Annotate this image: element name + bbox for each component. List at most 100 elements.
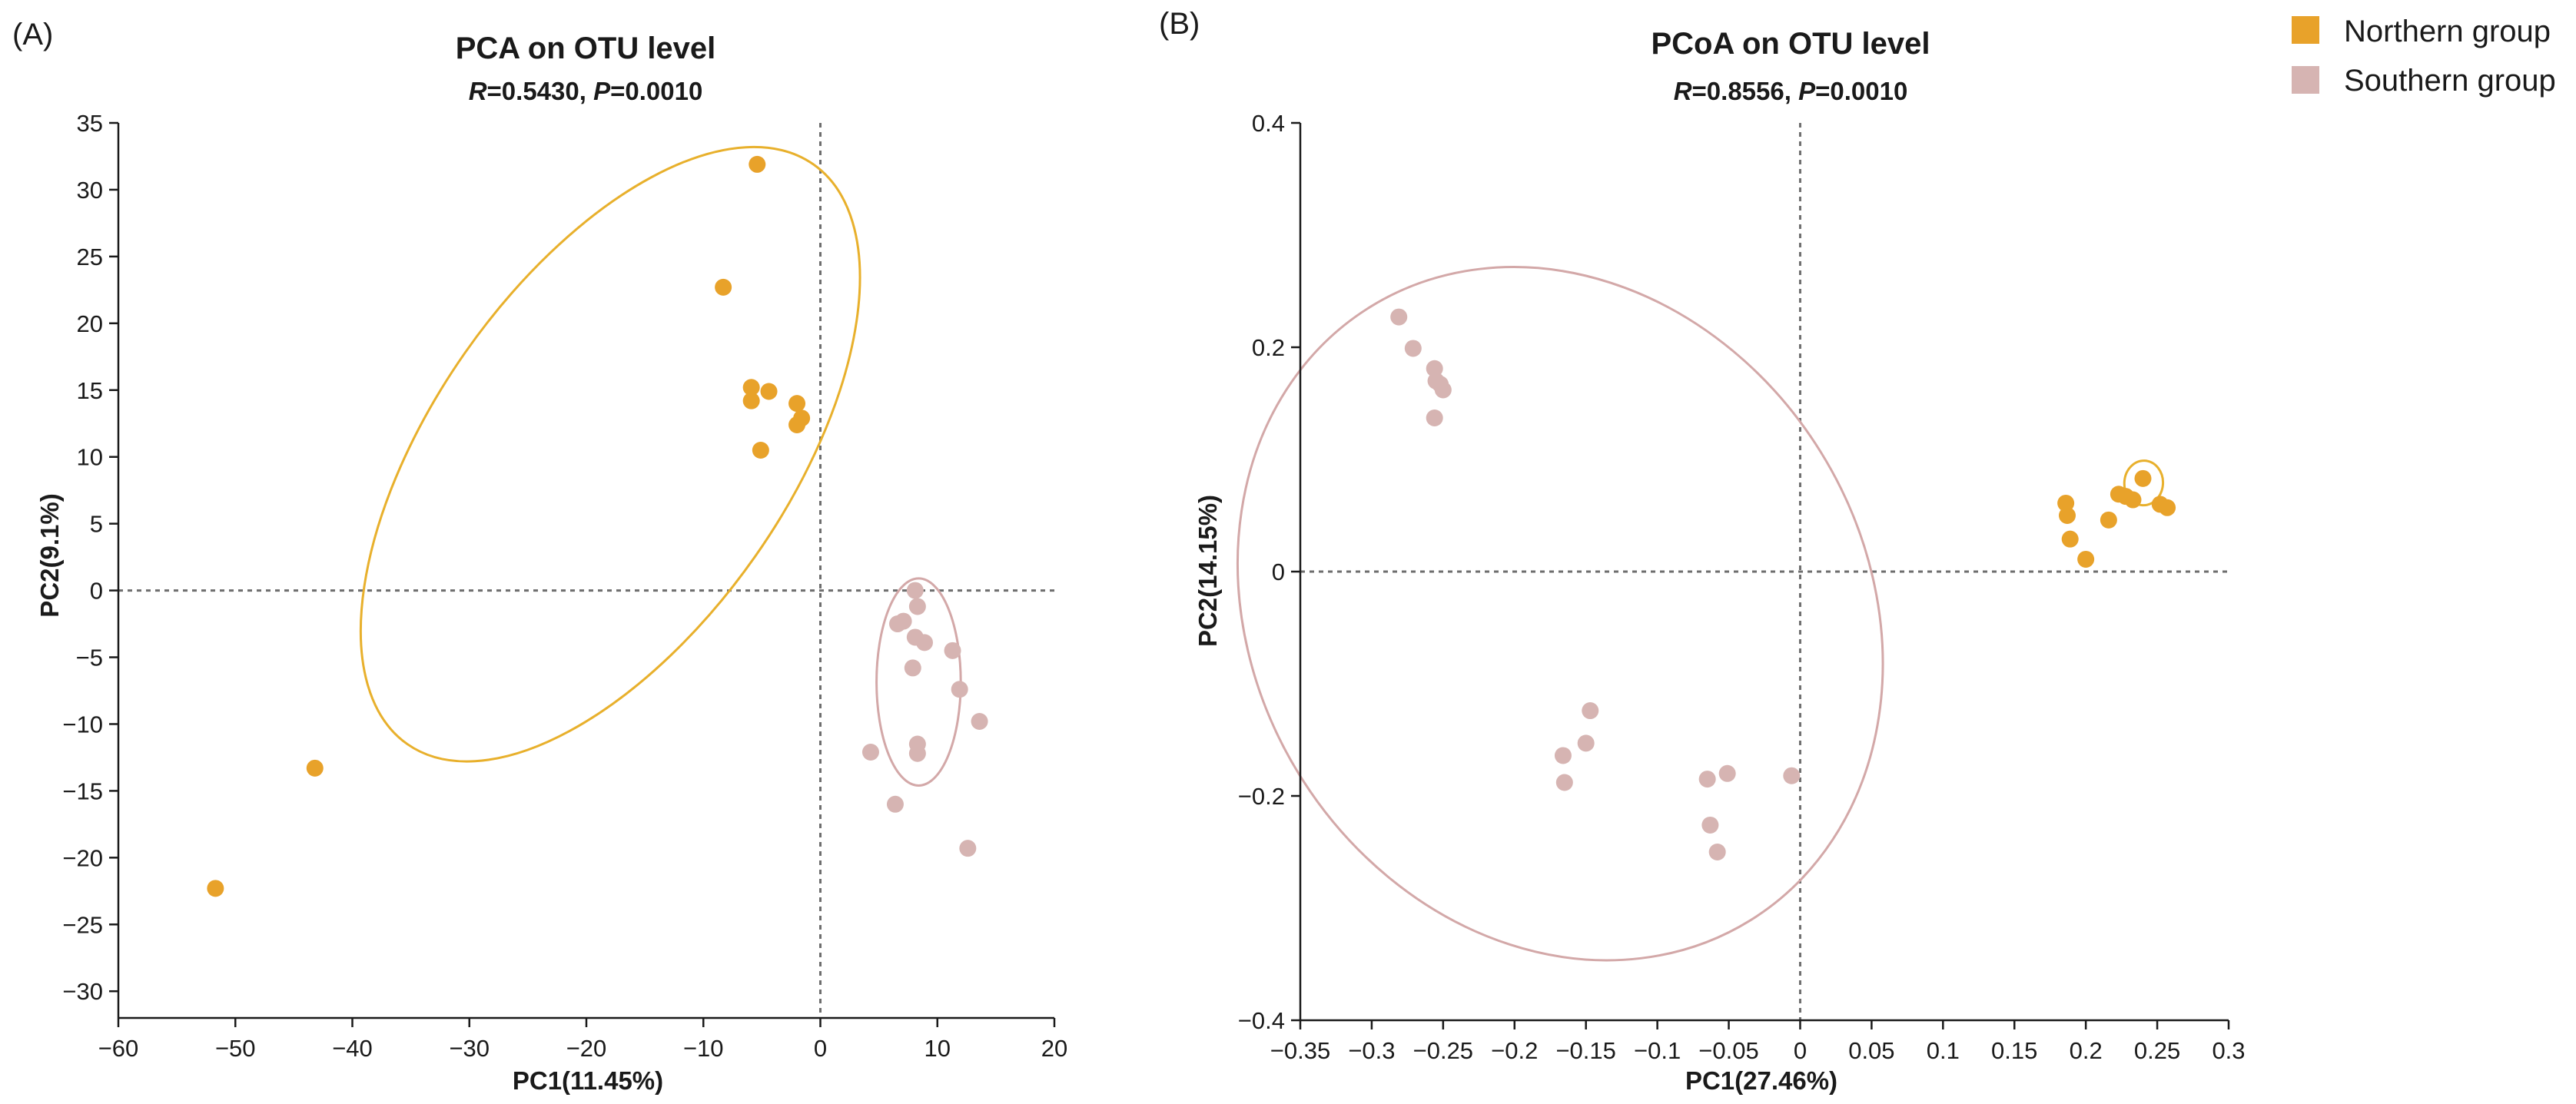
panel-b-pcoa: (B) PCoA on OTU level R=0.8556, P=0.0010… (1159, 7, 2246, 1095)
panel-a-point-southern-group (959, 840, 977, 857)
panel-a-subtitle: R=0.5430, P=0.0010 (469, 77, 703, 105)
panel-b-point-southern-group (1555, 774, 1573, 791)
panel-b-point-southern-group (1698, 771, 1716, 788)
panel-b-y-axis-label: PC2(14.15%) (1193, 495, 1222, 647)
panel-a-point-northern-group (760, 383, 778, 400)
panel-b-x-tick-label: −0.2 (1491, 1037, 1538, 1064)
panel-a-x-axis-label: PC1(11.45%) (513, 1066, 663, 1095)
panel-b-r-value: =0.8556, (1692, 77, 1799, 105)
panel-a-axes (117, 123, 1054, 1019)
panel-b-x-tick-label: −0.35 (1270, 1037, 1330, 1064)
panel-b-point-northern-group (2058, 507, 2076, 524)
panel-b-p-symbol: P (1798, 77, 1816, 105)
panel-a-ellipse-northern-group (359, 145, 861, 763)
panel-a-point-northern-group (742, 379, 760, 396)
panel-a-x-tick-label: −60 (98, 1035, 139, 1062)
legend-item-southern: Southern group (2292, 64, 2556, 98)
panel-a-point-southern-group (886, 795, 904, 813)
panel-b-subtitle: R=0.8556, P=0.0010 (1674, 77, 1908, 105)
panel-a-pca: (A) PCA on OTU level R=0.5430, P=0.0010 … (12, 18, 1067, 1095)
panel-b-x-tick-label: −0.05 (1698, 1037, 1758, 1064)
legend-label-southern: Southern group (2344, 64, 2556, 98)
panel-b-x-tick-label: 0.25 (2134, 1037, 2180, 1064)
panel-a-point-northern-group (788, 416, 806, 433)
panel-a-ellipses (359, 145, 962, 787)
panel-b-y-ticks: −0.4 −0.2 0 0.2 0.4 (1238, 110, 1300, 1034)
panel-b-y-tick-label: −0.4 (1238, 1007, 1285, 1034)
panel-a-x-tick-label: −40 (332, 1035, 373, 1062)
panel-a-y-tick-label: −25 (62, 911, 103, 938)
panel-a-point-northern-group (306, 759, 324, 777)
panel-a-y-tick-label: 20 (77, 310, 103, 337)
panel-b-x-tick-label: 0.05 (1848, 1037, 1894, 1064)
panel-b-point-southern-group (1426, 409, 1443, 426)
panel-a-points (207, 155, 988, 897)
panel-a-point-northern-group (752, 442, 769, 459)
panel-b-x-tick-label: 0.3 (2212, 1037, 2245, 1064)
panel-a-point-southern-group (944, 642, 961, 659)
panel-b-point-southern-group (1426, 360, 1443, 377)
panel-b-point-southern-group (1554, 747, 1572, 764)
panel-b-x-tick-label: 0.2 (2070, 1037, 2103, 1064)
panel-a-x-tick-label: −50 (215, 1035, 256, 1062)
panel-a-y-tick-label: 5 (90, 511, 103, 538)
panel-b-x-tick-label: 0.1 (1927, 1037, 1960, 1064)
panel-b-label: (B) (1159, 7, 1200, 41)
panel-b-r-symbol: R (1674, 77, 1692, 105)
panel-b-point-southern-group (1404, 340, 1422, 357)
panel-a-point-northern-group (207, 880, 224, 897)
panel-b-x-tick-label: −0.3 (1348, 1037, 1395, 1064)
panel-b-ellipses (1237, 266, 2165, 962)
panel-a-point-southern-group (908, 744, 926, 762)
panel-b-axes (1299, 123, 2229, 1022)
panel-a-y-tick-label: −10 (62, 711, 103, 738)
panel-b-point-southern-group (1718, 764, 1736, 782)
panel-b-point-northern-group (2134, 469, 2152, 487)
panel-b-point-northern-group (2124, 491, 2142, 509)
panel-a-point-southern-group (861, 743, 879, 761)
panel-a-y-tick-label: −20 (62, 844, 103, 871)
panel-b-point-southern-group (1582, 702, 1599, 720)
panel-a-y-tick-label: 15 (77, 377, 103, 404)
panel-b-title: PCoA on OTU level (1651, 27, 1930, 61)
panel-a-r-value: =0.5430, (487, 77, 594, 105)
panel-a-point-southern-group (908, 598, 926, 615)
legend-swatch-northern (2292, 16, 2319, 44)
panel-a-y-axis-label: PC2(9.1%) (35, 493, 64, 617)
panel-b-y-tick-label: −0.2 (1238, 783, 1285, 810)
panel-b-x-tick-label: 0 (1794, 1037, 1807, 1064)
panel-a-point-northern-group (742, 392, 760, 409)
legend-label-northern: Northern group (2344, 15, 2551, 48)
panel-a-r-symbol: R (469, 77, 487, 105)
panel-b-y-tick-label: 0.2 (1252, 334, 1285, 361)
panel-a-point-southern-group (906, 582, 924, 599)
panel-a-point-northern-group (749, 155, 766, 173)
panel-a-point-southern-group (888, 615, 906, 633)
panel-b-point-northern-group (2100, 511, 2117, 529)
panel-a-x-tick-label: 10 (925, 1035, 951, 1062)
legend-item-northern: Northern group (2292, 15, 2551, 48)
panel-b-y-tick-label: 0 (1272, 559, 1285, 585)
panel-b-p-value: =0.0010 (1815, 77, 1907, 105)
panel-a-x-tick-label: −10 (683, 1035, 724, 1062)
panel-a-point-southern-group (971, 712, 988, 730)
panel-b-y-tick-label: 0.4 (1252, 110, 1285, 137)
panel-b-point-southern-group (1434, 381, 1452, 399)
panel-a-x-tick-label: −20 (566, 1035, 607, 1062)
panel-a-point-northern-group (788, 395, 806, 413)
panel-a-zero-lines (118, 123, 1054, 1018)
panel-a-x-ticks: −60 −50 −40 −30 −20 −10 0 10 20 (98, 1018, 1067, 1062)
panel-a-y-tick-label: −15 (62, 777, 103, 804)
panel-a-y-tick-label: −5 (76, 645, 103, 671)
panel-b-x-tick-label: −0.25 (1413, 1037, 1473, 1064)
panel-b-point-northern-group (2061, 530, 2079, 548)
panel-b-x-axis-label: PC1(27.46%) (1685, 1066, 1837, 1095)
legend-swatch-southern (2292, 66, 2319, 94)
panel-b-x-tick-label: −0.15 (1555, 1037, 1615, 1064)
panel-b-x-tick-label: 0.15 (1991, 1037, 2037, 1064)
panel-b-ellipse-southern-group (1237, 266, 1884, 962)
panel-b-point-southern-group (1390, 308, 1408, 326)
panel-a-y-tick-label: 35 (77, 110, 103, 137)
panel-b-point-northern-group (2159, 499, 2176, 516)
